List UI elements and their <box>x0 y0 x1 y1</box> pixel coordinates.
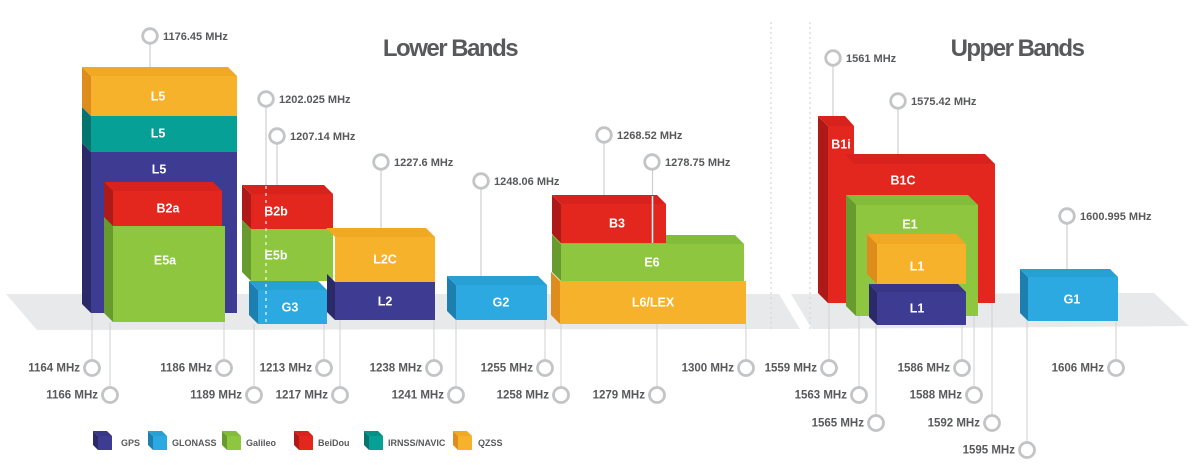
svg-text:1248.06 MHz: 1248.06 MHz <box>494 176 560 188</box>
svg-text:1227.6 MHz: 1227.6 MHz <box>394 157 454 169</box>
svg-text:1207.14 MHz: 1207.14 MHz <box>290 131 356 143</box>
svg-text:L1: L1 <box>910 302 925 316</box>
svg-text:1600.995 MHz: 1600.995 MHz <box>1080 211 1152 223</box>
svg-text:B1C: B1C <box>890 174 915 188</box>
svg-text:1279 MHz: 1279 MHz <box>593 390 646 402</box>
svg-text:1241 MHz: 1241 MHz <box>392 390 445 402</box>
svg-text:1586 MHz: 1586 MHz <box>898 363 951 375</box>
svg-text:1575.42 MHz: 1575.42 MHz <box>911 96 977 108</box>
svg-text:L5: L5 <box>151 127 166 141</box>
svg-text:Galileo: Galileo <box>246 438 277 448</box>
svg-text:L2: L2 <box>378 295 393 309</box>
svg-text:1238 MHz: 1238 MHz <box>370 363 423 375</box>
svg-text:1300 MHz: 1300 MHz <box>682 363 735 375</box>
svg-text:1278.75 MHz: 1278.75 MHz <box>665 157 731 169</box>
svg-text:E5a: E5a <box>154 254 177 268</box>
svg-text:E6: E6 <box>644 256 659 270</box>
svg-text:B2a: B2a <box>157 202 181 216</box>
svg-text:QZSS: QZSS <box>478 438 503 448</box>
svg-text:1258 MHz: 1258 MHz <box>497 390 550 402</box>
svg-text:1563 MHz: 1563 MHz <box>795 390 848 402</box>
svg-text:L5: L5 <box>152 163 167 177</box>
svg-text:E5b: E5b <box>265 249 288 263</box>
svg-text:L5: L5 <box>151 90 166 104</box>
svg-text:1217 MHz: 1217 MHz <box>276 390 329 402</box>
svg-text:1592 MHz: 1592 MHz <box>928 418 981 430</box>
svg-text:1166 MHz: 1166 MHz <box>46 390 98 402</box>
svg-text:G2: G2 <box>493 296 510 310</box>
svg-text:BeiDou: BeiDou <box>318 438 350 448</box>
svg-text:G1: G1 <box>1064 293 1081 307</box>
svg-text:B2b: B2b <box>264 205 288 219</box>
svg-text:1176.45 MHz: 1176.45 MHz <box>163 31 228 43</box>
svg-text:GLONASS: GLONASS <box>172 438 217 448</box>
svg-text:B1i: B1i <box>831 138 850 152</box>
svg-text:E1: E1 <box>902 218 917 232</box>
svg-text:G3: G3 <box>282 301 299 315</box>
svg-text:1565 MHz: 1565 MHz <box>812 418 865 430</box>
svg-text:1606 MHz: 1606 MHz <box>1052 363 1105 375</box>
svg-text:Lower Bands: Lower Bands <box>383 35 518 62</box>
svg-text:L1: L1 <box>910 260 925 274</box>
svg-text:1213 MHz: 1213 MHz <box>260 363 313 375</box>
svg-text:1164 MHz: 1164 MHz <box>28 363 80 375</box>
svg-text:1186 MHz: 1186 MHz <box>160 363 212 375</box>
svg-text:1268.52 MHz: 1268.52 MHz <box>617 130 683 142</box>
svg-text:1595 MHz: 1595 MHz <box>963 445 1016 457</box>
svg-text:1561 MHz: 1561 MHz <box>846 53 897 65</box>
svg-text:Upper Bands: Upper Bands <box>951 35 1085 62</box>
svg-text:1559 MHz: 1559 MHz <box>765 363 818 375</box>
svg-text:B3: B3 <box>609 217 625 231</box>
svg-text:1202.025 MHz: 1202.025 MHz <box>279 94 351 106</box>
svg-text:1588 MHz: 1588 MHz <box>910 390 963 402</box>
svg-text:1189 MHz: 1189 MHz <box>190 390 242 402</box>
svg-text:L6/LEX: L6/LEX <box>632 296 675 310</box>
svg-text:IRNSS/NAVIC: IRNSS/NAVIC <box>388 438 446 448</box>
svg-text:GPS: GPS <box>121 438 140 448</box>
svg-text:L2C: L2C <box>373 253 397 267</box>
svg-text:1255 MHz: 1255 MHz <box>481 363 534 375</box>
